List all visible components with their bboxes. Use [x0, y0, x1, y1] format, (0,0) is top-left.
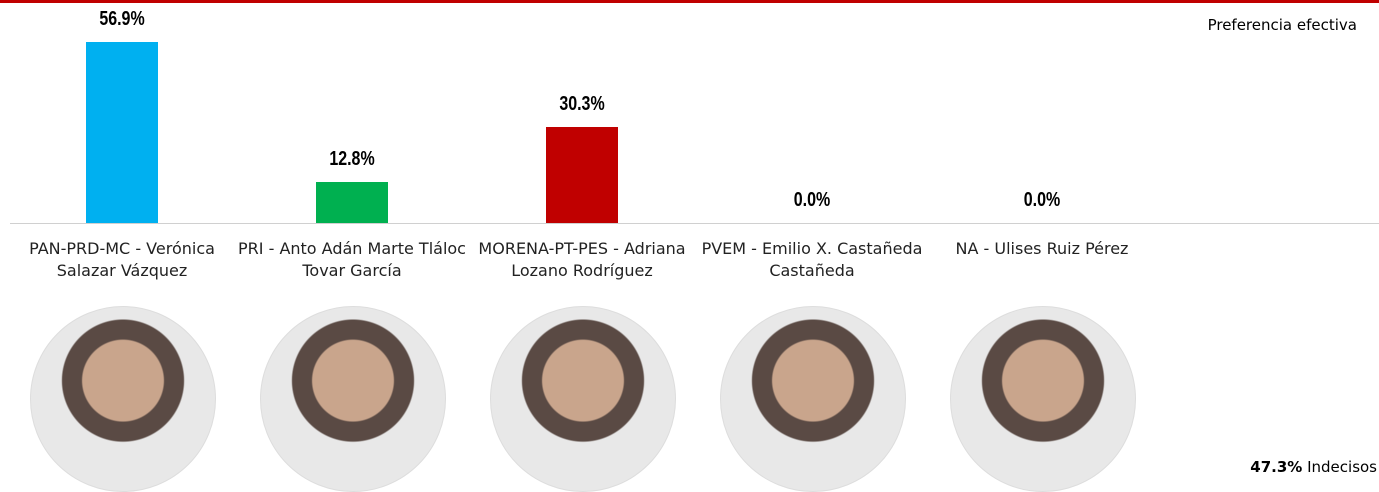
- undecided: 47.3% Indecisos: [1250, 458, 1377, 476]
- value-label: 56.9%: [58, 8, 186, 31]
- category-label: PVEM - Emilio X. Castañeda Castañeda: [696, 238, 928, 282]
- category-label: PRI - Anto Adán Marte Tláloc Tovar Garcí…: [236, 238, 468, 282]
- value-label: 12.8%: [288, 148, 416, 171]
- candidate-photo: [720, 306, 906, 492]
- bar: [316, 182, 388, 223]
- bar: [546, 127, 618, 223]
- value-label: 30.3%: [518, 93, 646, 116]
- undecided-value: 47.3%: [1250, 458, 1302, 476]
- candidate-photo: [490, 306, 676, 492]
- value-label: 0.0%: [748, 189, 876, 212]
- page: Preferencia efectiva 47.3% Indecisos (()…: [0, 0, 1379, 487]
- baseline: [10, 223, 1379, 224]
- candidate-photo: [260, 306, 446, 492]
- subtitle: Preferencia efectiva: [1208, 16, 1357, 34]
- category-label: MORENA-PT-PES - Adriana Lozano Rodríguez: [466, 238, 698, 282]
- category-label: PAN-PRD-MC - Verónica Salazar Vázquez: [6, 238, 238, 282]
- top-rule: [0, 0, 1379, 3]
- category-label: NA - Ulises Ruiz Pérez: [926, 238, 1158, 260]
- value-label: 0.0%: [978, 189, 1106, 212]
- undecided-text: Indecisos: [1307, 458, 1377, 476]
- bar: [86, 42, 158, 223]
- candidate-photo: [950, 306, 1136, 492]
- candidate-photo: [30, 306, 216, 492]
